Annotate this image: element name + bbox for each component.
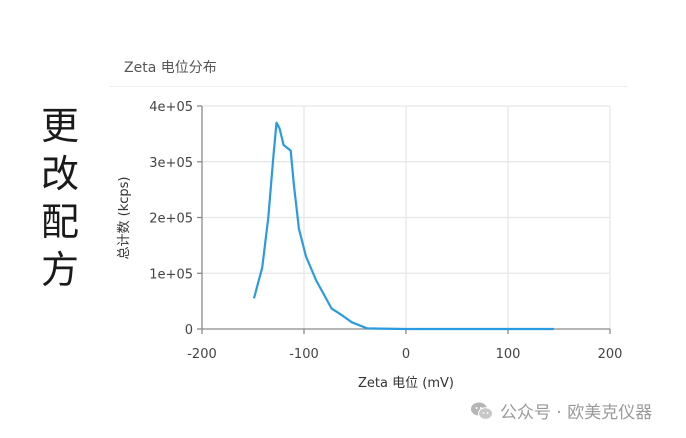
x-tick-label: -100 <box>289 347 319 362</box>
side-label-change-formula: 更 改 配 方 <box>40 102 80 294</box>
distribution-line <box>252 121 554 331</box>
x-tick-label: 100 <box>496 347 521 362</box>
y-axis-title: 总计数 (kcps) <box>117 177 132 260</box>
watermark-text: 公众号 · 欧美克仪器 <box>500 403 653 423</box>
side-label-char: 方 <box>40 248 79 292</box>
x-tick-label: 200 <box>598 347 623 362</box>
watermark: 公众号 · 欧美克仪器 <box>470 398 652 423</box>
y-tick-label: 4e+05 <box>149 100 193 115</box>
y-tick-label: 1e+05 <box>149 267 193 282</box>
y-axis-ticks: 0 1e+05 2e+05 3e+05 4e+05 <box>149 100 202 338</box>
x-axis-ticks: -200 -100 0 100 200 <box>187 329 622 362</box>
side-label-char: 配 <box>40 200 79 244</box>
grid-lines <box>202 105 611 329</box>
x-tick-label: -200 <box>187 347 217 362</box>
y-tick-label: 2e+05 <box>149 212 193 227</box>
panel-title: Zeta 电位分布 <box>124 60 217 76</box>
y-tick-label: 3e+05 <box>149 156 193 171</box>
x-tick-label: 0 <box>402 347 410 362</box>
panel-divider <box>110 86 628 87</box>
y-tick-label: 0 <box>185 323 193 338</box>
wechat-icon <box>470 401 494 421</box>
side-label-char: 更 <box>40 104 79 148</box>
side-label-char: 改 <box>40 152 79 196</box>
x-axis-title: Zeta 电位 (mV) <box>358 376 454 391</box>
